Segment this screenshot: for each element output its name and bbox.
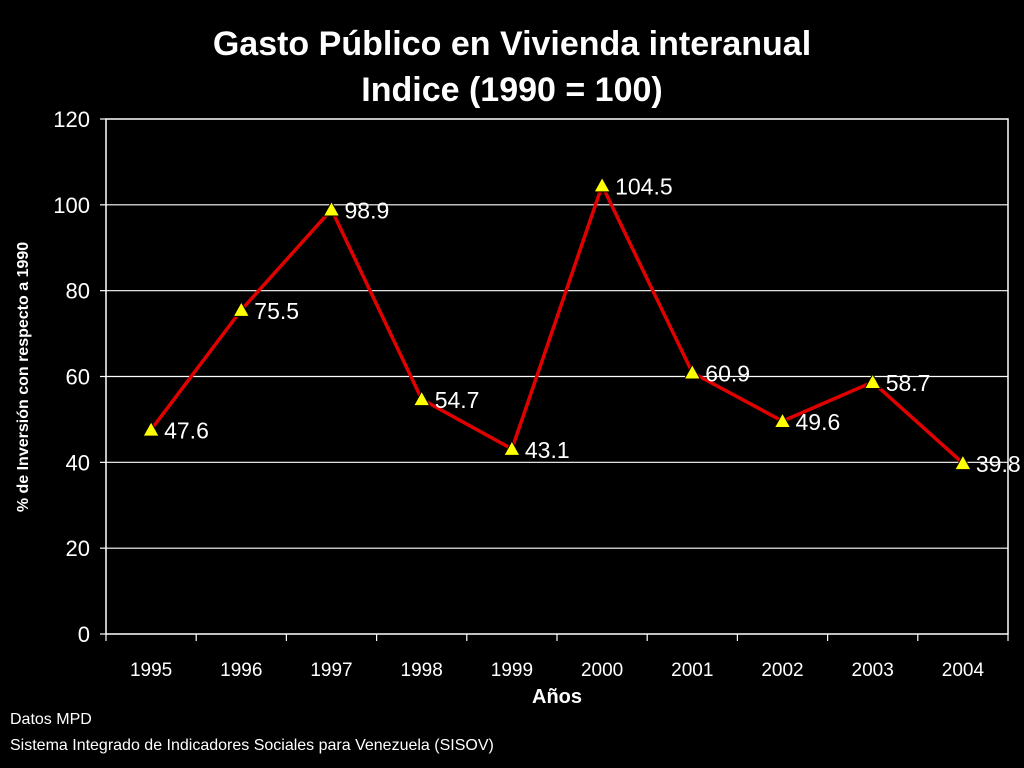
data-point-marker bbox=[773, 412, 792, 429]
series-line bbox=[149, 180, 965, 465]
x-tick-labels: 1995 1996 1997 1998 1999 2000 2001 2002 2003 2004 bbox=[105, 634, 1009, 681]
data-point-marker bbox=[593, 176, 611, 193]
y-tick-label: 0 bbox=[78, 622, 90, 647]
x-tick-label: 1995 bbox=[130, 660, 172, 681]
data-point-marker bbox=[322, 200, 341, 217]
chart-subtitle: Indice (1990 = 100) bbox=[361, 71, 663, 109]
x-tick-label: 2003 bbox=[852, 660, 894, 681]
y-tick-labels: 0 20 40 60 80 100 120 bbox=[53, 107, 106, 647]
x-tick-label: 2001 bbox=[671, 660, 713, 681]
data-label: 58.7 bbox=[886, 370, 931, 396]
data-point-marker bbox=[232, 300, 251, 317]
data-point-marker bbox=[954, 454, 972, 471]
x-tick-label: 1998 bbox=[401, 660, 443, 681]
x-tick-label: 1997 bbox=[310, 660, 352, 681]
data-point-marker bbox=[142, 420, 160, 437]
data-label: 98.9 bbox=[345, 198, 390, 224]
y-tick-label: 120 bbox=[53, 107, 90, 132]
data-label: 60.9 bbox=[705, 361, 750, 387]
x-tick-label: 1996 bbox=[220, 660, 262, 681]
y-tick-label: 40 bbox=[66, 450, 90, 475]
y-tick-label: 80 bbox=[66, 279, 90, 304]
x-axis-label: Años bbox=[532, 686, 582, 708]
data-label: 49.6 bbox=[796, 409, 841, 435]
data-label: 54.7 bbox=[435, 387, 480, 413]
data-point-marker bbox=[503, 439, 521, 456]
data-label: 43.1 bbox=[525, 437, 570, 463]
y-tick-label: 60 bbox=[66, 365, 90, 390]
series-line-layer bbox=[149, 180, 965, 465]
data-label: 39.8 bbox=[976, 451, 1021, 477]
y-axis-label: % de Inversión con respecto a 1990 bbox=[15, 242, 32, 512]
data-label: 47.6 bbox=[164, 418, 209, 444]
x-tick-label: 2002 bbox=[761, 660, 803, 681]
x-tick-label: 2000 bbox=[581, 660, 623, 681]
x-tick-label: 2004 bbox=[942, 660, 985, 681]
data-point-marker bbox=[683, 363, 702, 380]
data-point-marker bbox=[412, 390, 431, 407]
x-tick-label: 1999 bbox=[491, 660, 533, 681]
data-label: 104.5 bbox=[615, 174, 673, 200]
y-tick-label: 20 bbox=[66, 536, 90, 561]
source-line-1: Datos MPD bbox=[10, 711, 92, 728]
source-line-2: Sistema Integrado de Indicadores Sociale… bbox=[10, 737, 494, 754]
data-markers bbox=[142, 176, 972, 471]
data-label: 75.5 bbox=[254, 298, 299, 324]
data-labels: 47.6 75.5 98.9 54.7 43.1 104.5 60.9 49.6 58.7 39.… bbox=[164, 174, 1021, 478]
chart-title: Gasto Público en Vivienda interanual bbox=[212, 25, 812, 63]
y-tick-label: 100 bbox=[53, 193, 90, 218]
data-point-marker bbox=[863, 373, 882, 389]
